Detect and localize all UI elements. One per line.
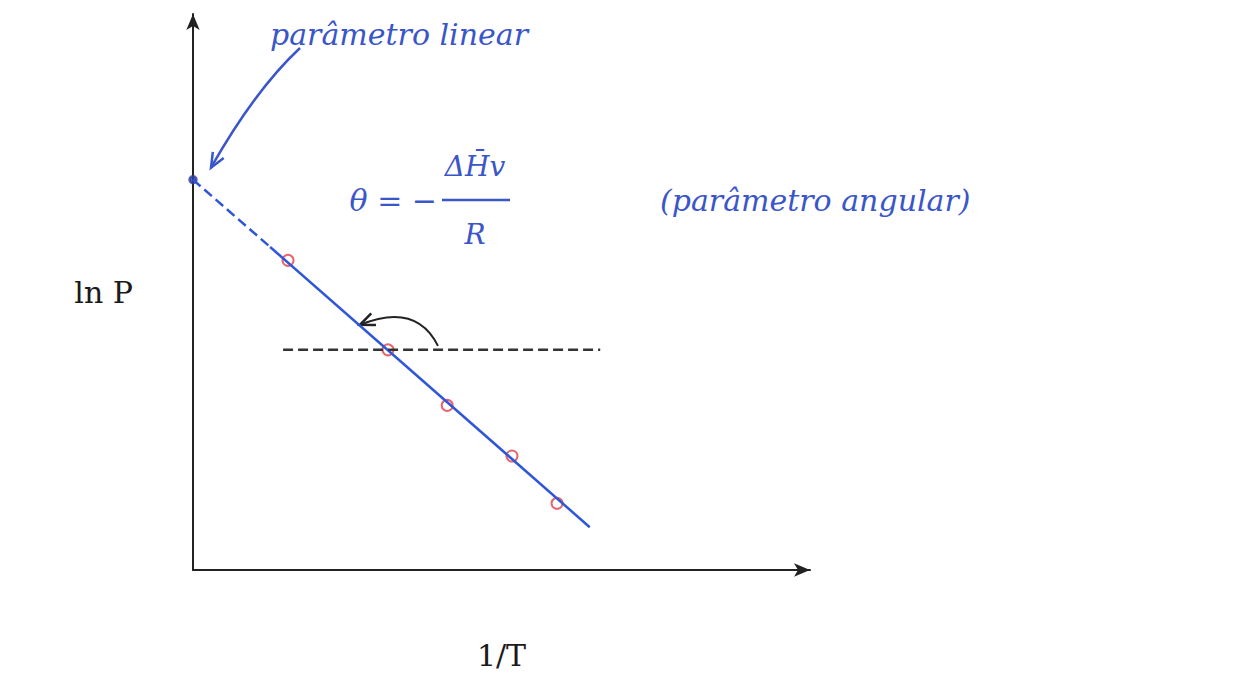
svg-text:(parâmetro angular): (parâmetro angular) xyxy=(660,183,970,218)
svg-text:ΔH̄v: ΔH̄v xyxy=(444,148,506,182)
svg-text:ln P: ln P xyxy=(74,275,133,310)
svg-text:R: R xyxy=(463,218,485,251)
svg-text:1/T: 1/T xyxy=(477,638,526,673)
svg-text:parâmetro linear: parâmetro linear xyxy=(270,17,530,52)
svg-text:θ = −: θ = − xyxy=(350,183,437,218)
